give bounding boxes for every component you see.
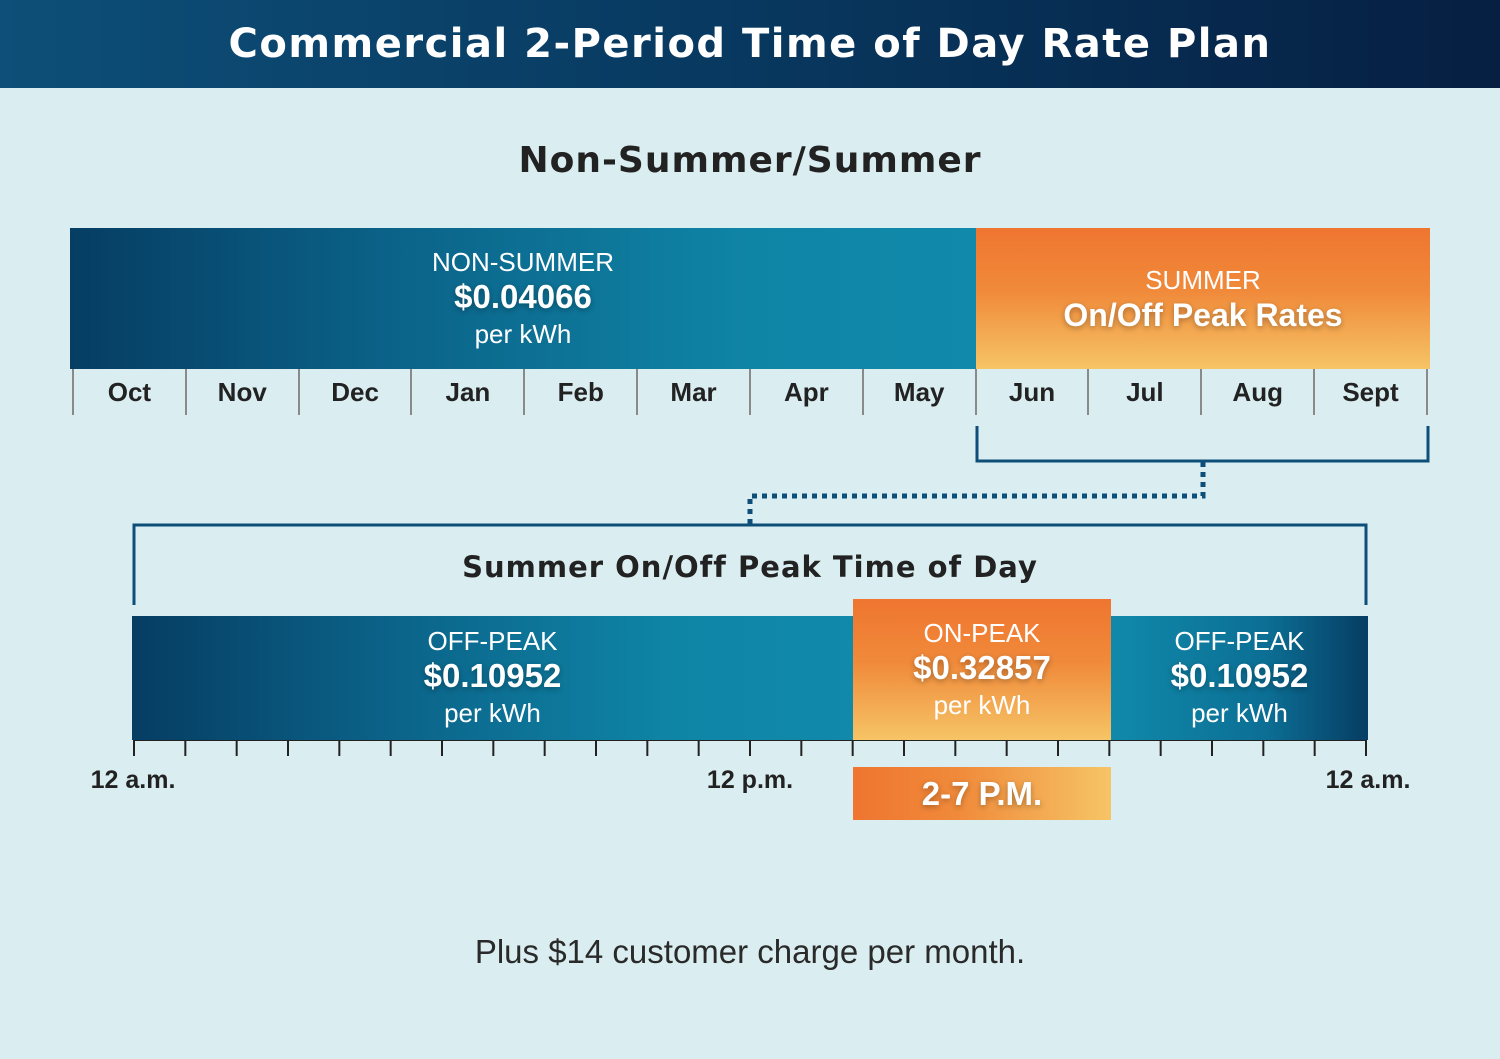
footer-note: Plus $14 customer charge per month. xyxy=(474,933,1026,970)
non-summer-unit: per kWh xyxy=(474,318,572,349)
off-peak-label: OFF-PEAK xyxy=(1174,626,1305,656)
on-peak-bar: ON-PEAK $0.32857 per kWh xyxy=(853,599,1111,740)
summer-label: SUMMER xyxy=(1145,264,1261,295)
on-peak-unit: per kWh xyxy=(933,689,1031,720)
month-label: May xyxy=(861,369,975,415)
season-section-title: Non-Summer/Summer xyxy=(518,140,982,181)
month-label: Dec xyxy=(297,369,411,415)
off-peak-unit: per kWh xyxy=(1191,698,1288,728)
day-bracket xyxy=(132,523,1368,605)
off-peak-label: OFF-PEAK xyxy=(427,626,558,656)
on-peak-label: ON-PEAK xyxy=(923,617,1041,648)
dotted-connector xyxy=(747,462,1206,524)
month-label: Sept xyxy=(1313,369,1428,415)
day-section-title: Summer On/Off Peak Time of Day xyxy=(462,550,1038,584)
month-label: Jul xyxy=(1087,369,1200,415)
hour-tick-axis xyxy=(133,739,1367,756)
non-summer-rate: $0.04066 xyxy=(454,277,592,315)
page-banner: Commercial 2-Period Time of Day Rate Pla… xyxy=(0,0,1500,88)
time-label-start: 12 a.m. xyxy=(90,766,176,794)
off-peak-rate: $0.10952 xyxy=(1170,657,1309,694)
summer-rate-text: On/Off Peak Rates xyxy=(1063,296,1343,333)
summer-rate-bar: SUMMER On/Off Peak Rates xyxy=(976,228,1430,369)
off-peak-rate: $0.10952 xyxy=(423,657,562,694)
time-label-end: 12 a.m. xyxy=(1325,766,1411,794)
month-label: Jun xyxy=(974,369,1088,415)
month-label: Nov xyxy=(184,369,298,415)
month-label: Jan xyxy=(410,369,523,415)
off-peak-unit: per kWh xyxy=(444,698,541,728)
page-title: Commercial 2-Period Time of Day Rate Pla… xyxy=(228,21,1272,67)
on-peak-window-badge: 2-7 P.M. xyxy=(853,767,1111,820)
off-peak-morning-bar: OFF-PEAK $0.10952 per kWh xyxy=(132,616,853,740)
on-peak-rate: $0.32857 xyxy=(913,648,1051,686)
non-summer-label: NON-SUMMER xyxy=(432,246,614,277)
time-label-noon: 12 p.m. xyxy=(706,766,794,794)
month-label: Apr xyxy=(748,369,862,415)
month-label: Mar xyxy=(636,369,749,415)
month-label: Aug xyxy=(1200,369,1313,415)
off-peak-evening-bar: OFF-PEAK $0.10952 per kWh xyxy=(1111,616,1368,740)
non-summer-rate-bar: NON-SUMMER $0.04066 per kWh xyxy=(70,228,976,369)
summer-bracket xyxy=(975,426,1430,463)
month-label: Feb xyxy=(523,369,636,415)
month-label: Oct xyxy=(72,369,185,415)
month-axis: Oct Nov Dec Jan Feb Mar Apr May Jun Jul … xyxy=(72,369,1428,415)
